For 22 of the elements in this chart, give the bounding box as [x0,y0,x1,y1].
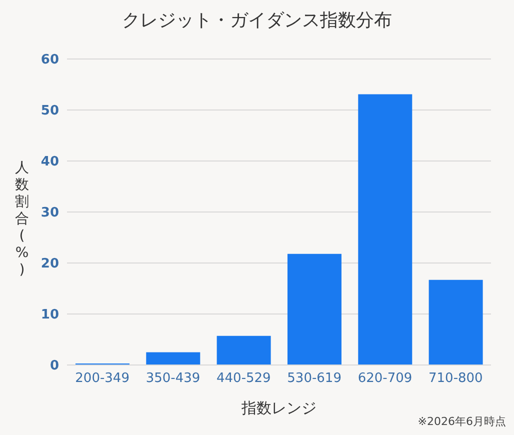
bar [216,336,271,365]
y-tick-label: 60 [40,52,59,68]
bar [287,254,342,365]
x-tick-label: 620-709 [358,371,412,386]
y-tick-label: 20 [40,256,59,272]
x-tick-label: 530-619 [287,371,342,386]
text: ※2026年6月時点 [418,414,506,429]
chart-title: クレジット・ガイダンス指数分布 [121,9,393,32]
bar [428,280,483,365]
bar [358,94,412,365]
x-tick-label: 710-800 [428,371,483,386]
x-axis-title: 指数レンジ [242,399,316,417]
y-tick-label: 30 [40,206,59,221]
y-tick-label: 50 [40,104,59,119]
y-tick-label: 10 [40,308,59,323]
bar [146,352,200,365]
x-tick-label: 200-349 [75,371,130,386]
y-tick-label: 40 [40,154,59,170]
y-axis-title: 人数割合(%) [14,160,30,279]
x-tick-label: 350-439 [146,371,200,386]
x-tick-label: 440-529 [216,371,271,386]
y-tick-label: 0 [50,358,59,374]
